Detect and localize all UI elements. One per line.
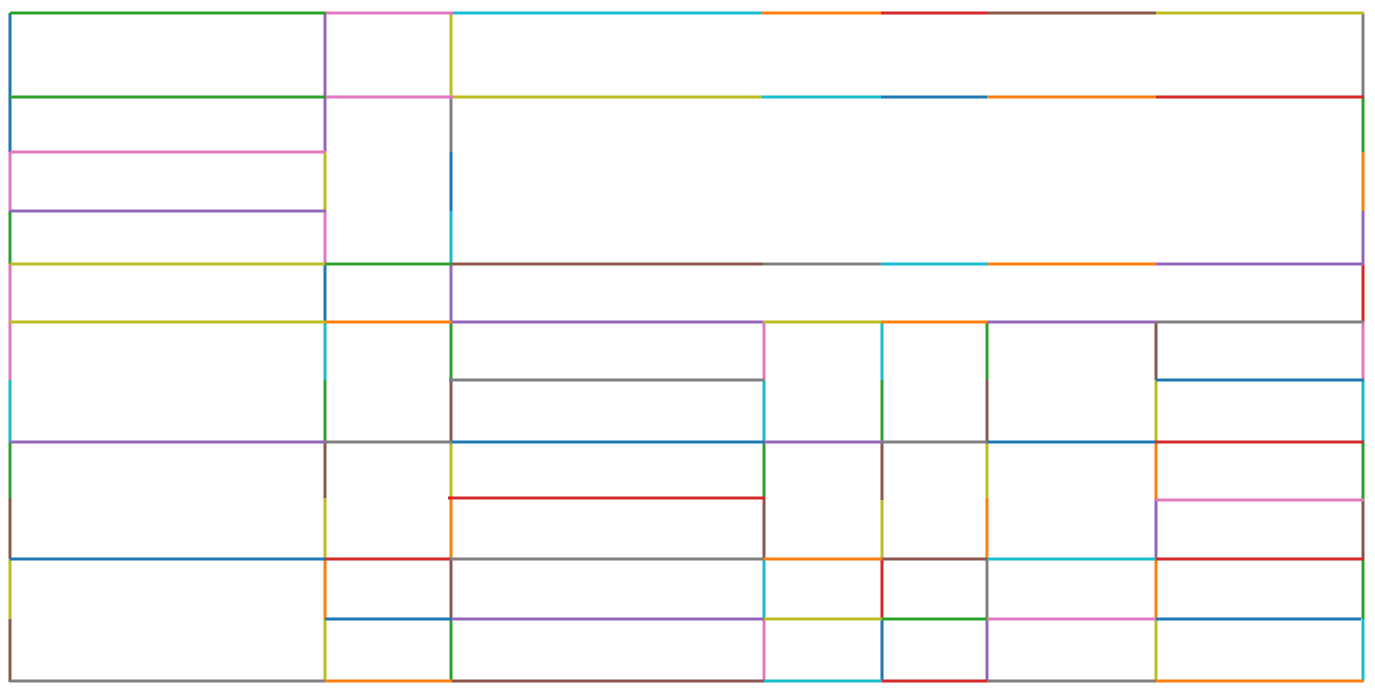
abstract-grid-figure xyxy=(8,11,1365,683)
segment-canvas xyxy=(8,11,1365,683)
